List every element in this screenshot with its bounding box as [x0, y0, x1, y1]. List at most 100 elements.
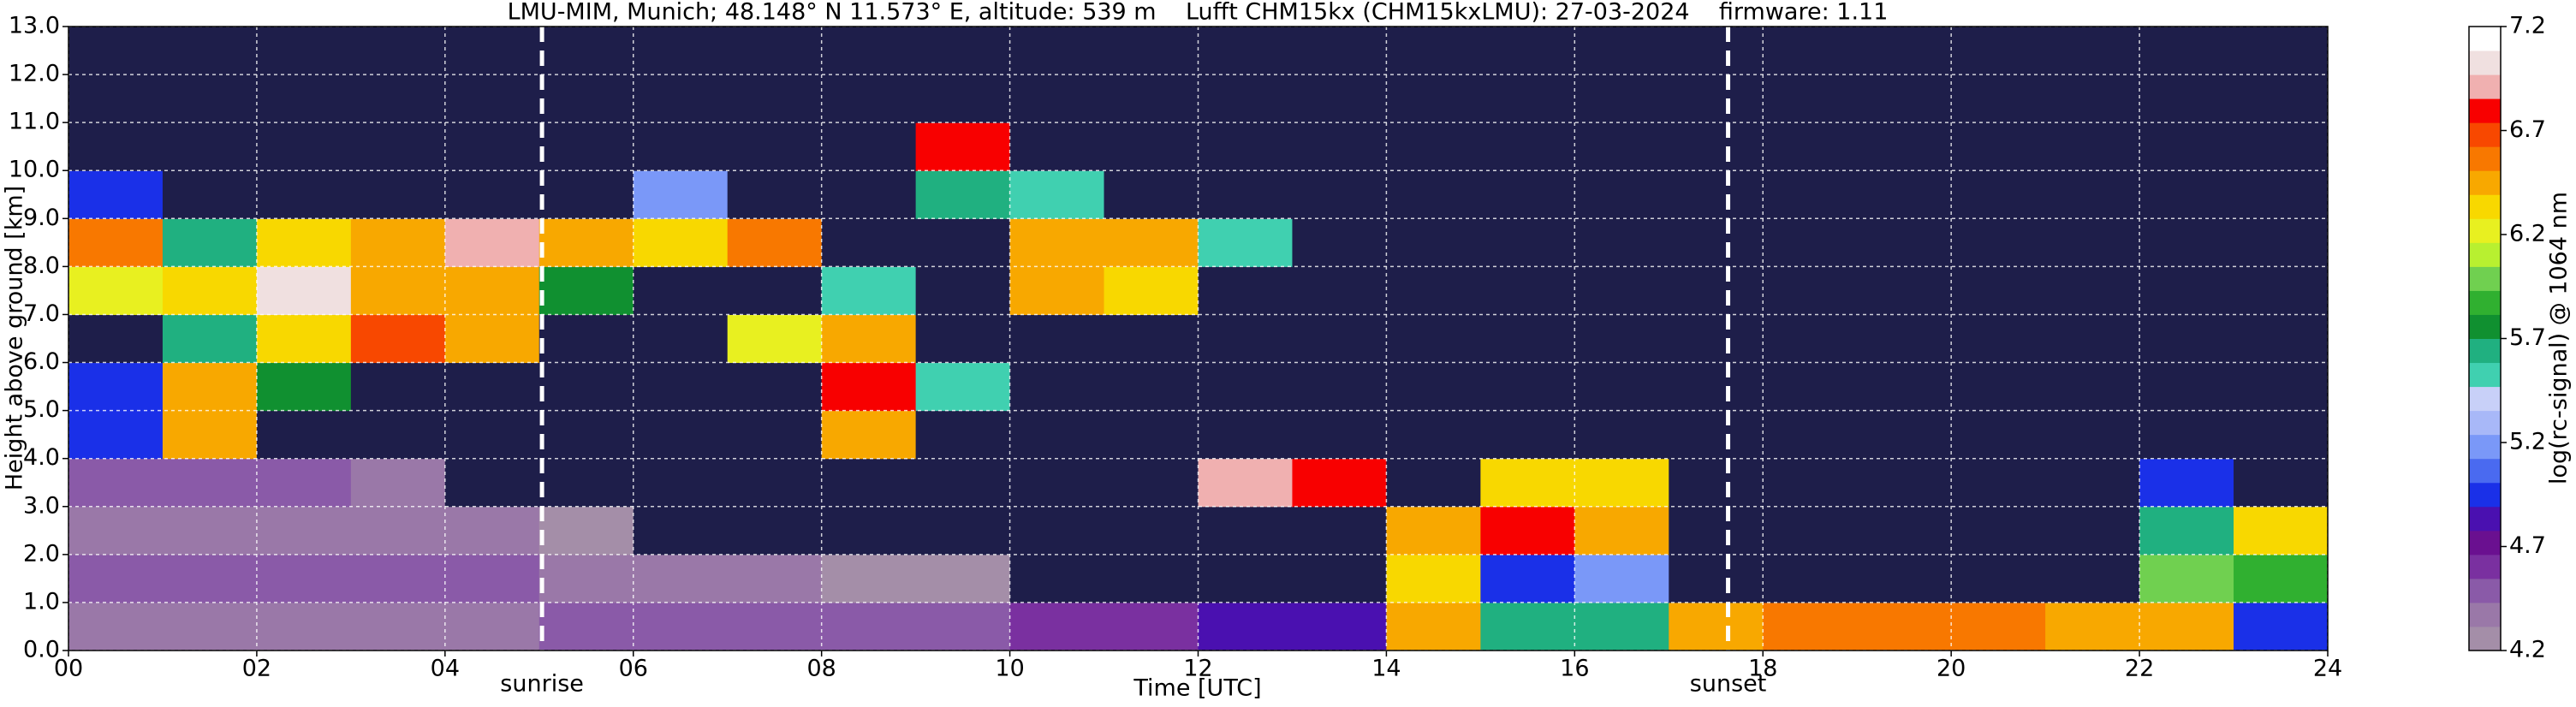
colorbar-tick-label: 4.2	[2509, 637, 2546, 663]
heatmap-cell	[1292, 266, 1387, 315]
heatmap-cell	[1669, 458, 1764, 508]
heatmap-cell	[633, 218, 729, 267]
heatmap-cell	[1763, 74, 1858, 123]
heatmap-cell	[1198, 27, 1293, 75]
colorbar-swatch	[2469, 554, 2501, 579]
heatmap-cell	[538, 410, 634, 460]
heatmap-cell	[2139, 458, 2234, 508]
heatmap-cell	[350, 122, 446, 171]
heatmap-cell	[2139, 314, 2234, 364]
heatmap-cell	[2234, 314, 2329, 364]
heatmap-cell	[727, 266, 823, 315]
heatmap-cell	[1951, 170, 2046, 219]
heatmap-cell	[350, 27, 446, 75]
colorbar-swatch	[2469, 602, 2501, 627]
heatmap-cell	[1480, 266, 1575, 315]
heatmap-cell	[2234, 27, 2329, 75]
heatmap-cell	[915, 27, 1011, 75]
heatmap-cell	[1480, 170, 1575, 219]
heatmap-cell	[1480, 314, 1575, 364]
heatmap-cell	[1198, 266, 1293, 315]
heatmap-cell	[915, 122, 1011, 171]
heatmap-cell	[444, 554, 540, 603]
heatmap-cell	[1574, 362, 1669, 412]
heatmap-cell	[1198, 602, 1293, 651]
heatmap-cell	[444, 218, 540, 267]
heatmap-cell	[1386, 410, 1481, 460]
heatmap-cell	[444, 410, 540, 460]
heatmap-cell	[2045, 218, 2140, 267]
heatmap-cell	[1104, 170, 1199, 219]
heatmap-cell	[1857, 410, 1952, 460]
heatmap-cell	[1480, 27, 1575, 75]
heatmap-cell	[915, 74, 1011, 123]
heatmap-cell	[538, 506, 634, 556]
heatmap-cell	[1669, 218, 1764, 267]
heatmap-cell	[1669, 74, 1764, 123]
heatmap-cell	[1669, 506, 1764, 556]
heatmap-cell	[256, 122, 352, 171]
heatmap-cell	[1951, 122, 2046, 171]
y-tick-label: 6.0	[23, 348, 60, 375]
heatmap-cell	[2234, 170, 2329, 219]
x-tick-label: 04	[431, 656, 460, 682]
colorbar-swatch	[2469, 194, 2501, 219]
annotation-label: sunrise	[500, 671, 584, 698]
colorbar-swatch	[2469, 218, 2501, 243]
heatmap-cell	[1009, 362, 1105, 412]
heatmap-cell	[1292, 410, 1387, 460]
heatmap-cell	[1857, 218, 1952, 267]
heatmap-cell	[444, 266, 540, 315]
heatmap-cell	[821, 362, 917, 412]
heatmap-cell	[1763, 602, 1858, 651]
heatmap-cell	[821, 554, 917, 603]
heatmap-cell	[633, 27, 729, 75]
colorbar-tick-label: 6.2	[2509, 221, 2546, 247]
heatmap-cell	[2234, 74, 2329, 123]
heatmap-cell	[1857, 554, 1952, 603]
heatmap-cell	[162, 218, 258, 267]
heatmap-cell	[1951, 458, 2046, 508]
heatmap-cell	[1104, 554, 1199, 603]
heatmap-cell	[68, 362, 164, 412]
colorbar-swatch	[2469, 146, 2501, 171]
heatmap-cell	[1292, 506, 1387, 556]
heatmap-cell	[1480, 362, 1575, 412]
heatmap-cell	[2045, 362, 2140, 412]
heatmap-cell	[915, 266, 1011, 315]
heatmap-cell	[633, 266, 729, 315]
x-axis-label: Time [UTC]	[1133, 675, 1261, 702]
heatmap-cell	[68, 27, 164, 75]
heatmap-cell	[1009, 266, 1105, 315]
y-tick-label: 3.0	[23, 492, 60, 519]
heatmap-cell	[821, 74, 917, 123]
heatmap-cell	[68, 266, 164, 315]
heatmap-cell	[2139, 74, 2234, 123]
heatmap-cell	[727, 554, 823, 603]
heatmap-cell	[1669, 602, 1764, 651]
heatmap-cell	[1763, 362, 1858, 412]
heatmap-cell	[2234, 602, 2329, 651]
heatmap-cell	[1104, 410, 1199, 460]
colorbar-swatch	[2469, 338, 2501, 364]
heatmap-cell	[633, 554, 729, 603]
colorbar-swatch	[2469, 530, 2501, 556]
heatmap-cell	[2045, 554, 2140, 603]
heatmap-cell	[1480, 122, 1575, 171]
y-tick-label: 10.0	[9, 157, 60, 183]
heatmap-cell	[1104, 266, 1199, 315]
heatmap-cell	[1009, 122, 1105, 171]
heatmap-cell	[1574, 170, 1669, 219]
heatmap-cell	[1386, 122, 1481, 171]
colorbar-swatch	[2469, 98, 2501, 123]
heatmap-cell	[350, 74, 446, 123]
heatmap-cell	[68, 218, 164, 267]
heatmap-cell	[727, 122, 823, 171]
x-tick-label: 02	[242, 656, 271, 682]
heatmap-cell	[1009, 506, 1105, 556]
heatmap-cell	[444, 314, 540, 364]
heatmap-cell	[256, 266, 352, 315]
plot-frame	[68, 26, 2329, 651]
heatmap-cell	[1104, 74, 1199, 123]
heatmap-cell	[727, 218, 823, 267]
